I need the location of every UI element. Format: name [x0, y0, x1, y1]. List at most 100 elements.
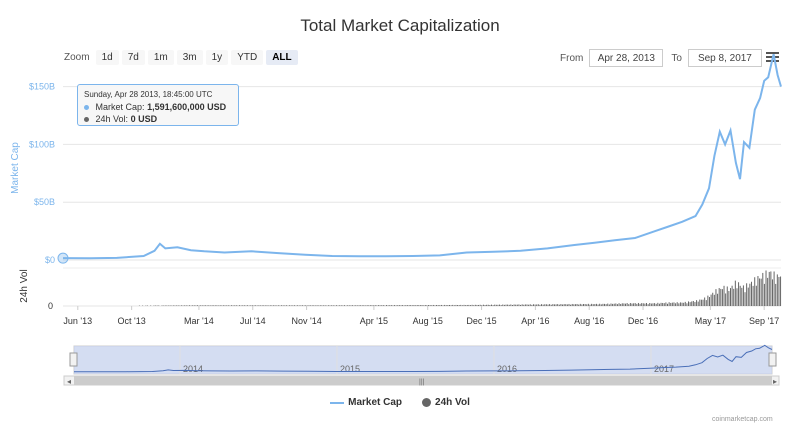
zoom-ytd-button[interactable]: YTD: [231, 50, 264, 65]
vol-bar: [750, 281, 752, 306]
to-date-input[interactable]: [687, 49, 762, 67]
zoom-1y-button[interactable]: 1y: [205, 50, 229, 65]
vol-bar: [182, 305, 184, 306]
scrollbar-left-arrow-icon[interactable]: ◂: [67, 377, 71, 386]
zoom-7d-button[interactable]: 7d: [121, 50, 145, 65]
vol-bar: [705, 300, 707, 306]
x-tick-label: May '17: [695, 316, 726, 326]
vol-bar: [427, 305, 429, 306]
vol-bar: [373, 305, 375, 306]
x-tick-label: Oct '13: [118, 316, 146, 326]
scrollbar-grip-icon[interactable]: |||: [419, 379, 425, 386]
vol-bar: [164, 305, 166, 306]
vol-bar: [197, 305, 199, 306]
navigator-left-handle[interactable]: [69, 352, 78, 367]
vol-axis-title: 24h Vol: [19, 269, 30, 302]
vol-bar: [629, 303, 631, 306]
vol-bar: [686, 303, 688, 306]
vol-bar: [495, 304, 497, 306]
vol-bar: [479, 304, 481, 306]
vol-bar: [599, 303, 601, 306]
vol-bar: [518, 304, 520, 306]
vol-dot-icon: [84, 117, 89, 123]
vol-bar: [679, 302, 681, 306]
y-tick-label: $150B: [29, 82, 55, 92]
legend-item-vol[interactable]: 24h Vol: [422, 397, 470, 408]
vol-bar: [631, 303, 633, 306]
vol-bar: [205, 305, 207, 306]
x-tick-label: Jul '14: [240, 316, 266, 326]
vol-bar: [450, 305, 452, 306]
vol-bar: [237, 305, 239, 306]
legend-vol-label: 24h Vol: [435, 397, 470, 408]
vol-bar: [355, 305, 357, 306]
vol-bar: [604, 303, 606, 306]
vol-bar: [335, 305, 337, 306]
vol-bar: [568, 303, 570, 306]
x-tick-label: Aug '15: [413, 316, 443, 326]
vol-bar: [594, 304, 596, 306]
tooltip-market-cap-label: Market Cap:: [95, 102, 145, 112]
navigator-selection: [74, 346, 772, 374]
scrollbar-thumb[interactable]: [74, 376, 772, 385]
vol-bar: [413, 305, 415, 306]
date-range-selector: From To: [560, 49, 770, 67]
zoom-1m-button[interactable]: 1m: [147, 50, 174, 65]
from-date-input[interactable]: [589, 49, 664, 67]
vol-bar: [492, 305, 494, 306]
vol-bar: [704, 297, 706, 306]
vol-bar: [550, 304, 552, 306]
vol-bar: [642, 303, 644, 306]
vol-bar: [361, 305, 363, 306]
vol-bar: [667, 303, 669, 306]
vol-bar: [377, 305, 379, 306]
vol-bar: [608, 304, 610, 306]
vol-bar: [776, 274, 778, 306]
scrollbar-right-arrow-icon[interactable]: ▸: [773, 377, 777, 386]
vol-bar: [499, 304, 501, 306]
vol-bar: [201, 305, 203, 306]
vol-bar: [356, 305, 358, 306]
vol-bar: [739, 285, 741, 306]
vol-bar: [511, 304, 513, 306]
vol-bar: [621, 303, 623, 306]
vol-bar: [508, 304, 510, 306]
vol-bar: [368, 305, 370, 306]
vol-bar: [293, 305, 295, 306]
vol-bar: [626, 303, 628, 306]
vol-bars: [138, 270, 782, 306]
vol-bar: [570, 304, 572, 306]
vol-bar: [692, 300, 694, 306]
zoom-3m-button[interactable]: 3m: [176, 50, 203, 65]
vol-bar: [432, 304, 434, 306]
vol-bar: [313, 305, 315, 306]
vol-bar: [746, 283, 748, 306]
vol-bar: [668, 302, 670, 306]
vol-bar: [691, 301, 693, 306]
vol-bar: [465, 305, 467, 306]
vol-bar: [455, 304, 457, 306]
vol-bar: [290, 305, 292, 306]
vol-bar: [729, 288, 731, 306]
vol-bar: [400, 305, 402, 306]
vol-bar: [471, 304, 473, 306]
vol-bar: [487, 304, 489, 306]
legend-item-market-cap[interactable]: Market Cap: [330, 397, 402, 408]
vol-bar: [476, 304, 478, 306]
navigator-right-handle[interactable]: [768, 352, 777, 367]
vol-bar: [549, 304, 551, 306]
tooltip-vol-value: 0 USD: [130, 114, 158, 124]
vol-bar: [302, 305, 304, 306]
vol-bar: [702, 299, 704, 306]
zoom-1d-button[interactable]: 1d: [95, 50, 119, 65]
vol-bar: [771, 279, 773, 306]
zoom-all-button[interactable]: ALL: [266, 50, 298, 65]
vol-bar: [279, 305, 281, 306]
vol-bar: [532, 304, 534, 306]
vol-bar: [222, 305, 224, 306]
vol-bar: [707, 295, 709, 306]
y-tick-label: $50B: [34, 197, 55, 207]
vol-bar: [555, 304, 557, 306]
vol-bar: [297, 305, 299, 306]
vol-bar: [439, 305, 441, 306]
